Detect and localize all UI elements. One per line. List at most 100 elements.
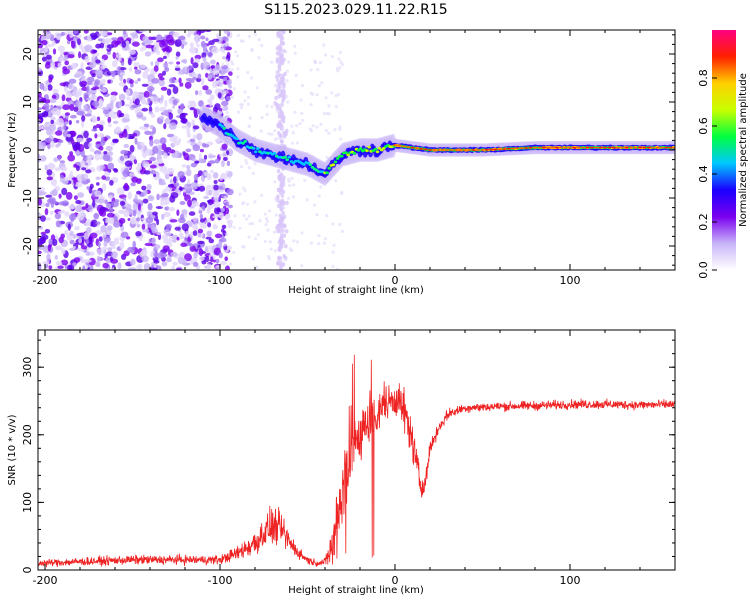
noise-blob	[186, 164, 191, 170]
y-tick-label: 300	[21, 357, 34, 378]
noise-blob	[278, 190, 283, 196]
noise-blob	[247, 235, 251, 239]
noise-blob	[81, 206, 87, 210]
noise-blob	[283, 258, 287, 262]
noise-blob	[106, 44, 114, 49]
colorbar-tick-label: 0.2	[697, 213, 710, 231]
noise-blob	[198, 90, 202, 96]
noise-blob	[225, 59, 229, 63]
noise-blob	[127, 246, 135, 253]
noise-blob	[327, 131, 331, 135]
noise-blob	[183, 152, 190, 161]
noise-blob	[159, 137, 167, 145]
noise-blob	[57, 154, 61, 161]
noise-blob	[41, 35, 46, 39]
noise-blob	[210, 59, 216, 65]
noise-blob	[164, 206, 170, 211]
noise-blob	[221, 224, 227, 229]
ridge-peak	[537, 146, 542, 149]
noise-blob	[83, 259, 92, 263]
spectrogram-y-axis-label: Frequency (Hz)	[7, 112, 18, 188]
noise-blob	[129, 217, 137, 225]
noise-blob	[120, 61, 125, 66]
noise-blob	[282, 206, 286, 210]
noise-blob	[176, 236, 180, 241]
noise-blob	[38, 141, 43, 148]
noise-blob	[73, 30, 78, 35]
noise-blob	[335, 67, 339, 71]
noise-blob	[160, 86, 168, 91]
noise-blob	[57, 62, 62, 68]
noise-blob	[89, 265, 94, 270]
noise-blob	[211, 46, 219, 54]
noise-blob	[54, 212, 62, 220]
noise-blob	[129, 144, 135, 153]
noise-blob	[265, 219, 269, 223]
noise-blob	[127, 218, 131, 221]
noise-blob	[132, 202, 139, 211]
noise-blob	[248, 222, 252, 226]
noise-blob	[267, 257, 271, 261]
noise-blob	[111, 243, 116, 250]
noise-blob	[141, 185, 147, 191]
noise-blob	[242, 214, 246, 218]
noise-blob	[207, 160, 216, 164]
noise-blob	[69, 213, 77, 221]
noise-blob	[68, 204, 76, 210]
noise-blob	[227, 204, 233, 209]
ridge-core	[367, 145, 371, 149]
noise-blob	[177, 171, 185, 178]
noise-blob	[195, 90, 199, 96]
noise-blob	[48, 111, 52, 117]
ridge-peak	[664, 146, 669, 149]
noise-blob	[223, 91, 227, 95]
noise-blob	[156, 218, 160, 226]
noise-blob	[340, 229, 344, 233]
noise-blob	[218, 241, 223, 248]
noise-blob	[57, 45, 65, 52]
noise-blob	[133, 62, 141, 67]
noise-blob	[101, 58, 105, 66]
noise-blob	[203, 154, 208, 160]
noise-blob	[38, 113, 46, 118]
noise-blob	[179, 113, 186, 120]
noise-blob	[285, 200, 289, 206]
noise-blob	[280, 58, 284, 64]
noise-blob	[100, 79, 106, 84]
noise-blob	[83, 30, 89, 34]
noise-blob	[59, 160, 66, 164]
noise-blob	[138, 30, 147, 33]
noise-blob	[257, 56, 261, 60]
snr-frame	[37, 329, 676, 571]
noise-blob	[56, 118, 64, 126]
x-tick-label: -200	[33, 574, 58, 587]
noise-blob	[50, 116, 56, 121]
noise-blob	[43, 84, 49, 92]
noise-blob	[293, 44, 297, 49]
noise-blob	[80, 80, 87, 87]
noise-blob	[166, 108, 173, 113]
noise-blob	[151, 36, 157, 41]
noise-blob	[207, 75, 212, 80]
noise-blob	[105, 203, 112, 209]
noise-blob	[52, 238, 58, 247]
noise-blob	[283, 71, 287, 77]
noise-blob	[221, 189, 225, 193]
noise-blob	[44, 229, 51, 234]
noise-blob	[180, 213, 185, 221]
noise-blob	[111, 37, 118, 41]
noise-blob	[98, 145, 104, 151]
noise-blob	[148, 111, 154, 115]
noise-blob	[199, 218, 205, 223]
noise-blob	[260, 44, 264, 48]
noise-blob	[240, 103, 244, 107]
ridge-peak	[497, 148, 503, 151]
noise-blob	[317, 234, 321, 238]
noise-blob	[118, 209, 124, 214]
y-tick-label: -10	[21, 189, 34, 207]
noise-blob	[327, 112, 331, 116]
noise-blob	[86, 85, 90, 92]
noise-blob	[116, 36, 124, 45]
noise-blob	[149, 139, 154, 147]
noise-blob	[331, 222, 335, 226]
